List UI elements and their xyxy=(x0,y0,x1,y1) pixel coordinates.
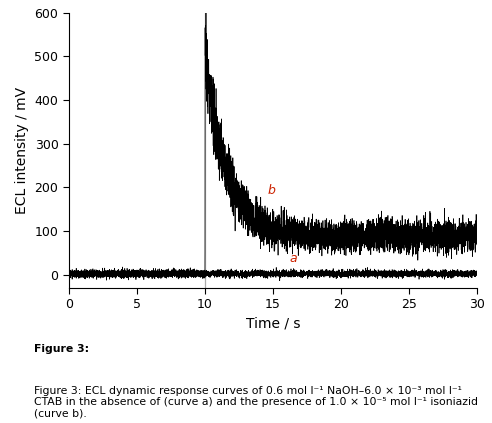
Text: a: a xyxy=(289,253,297,265)
X-axis label: Time / s: Time / s xyxy=(246,316,300,331)
Y-axis label: ECL intensity / mV: ECL intensity / mV xyxy=(15,87,29,214)
Text: Figure 3:: Figure 3: xyxy=(34,344,90,354)
Text: b: b xyxy=(268,184,276,197)
Text: Figure 3: ECL dynamic response curves of 0.6 mol l⁻¹ NaOH–6.0 × 10⁻³ mol l⁻¹
CTA: Figure 3: ECL dynamic response curves of… xyxy=(34,386,478,419)
